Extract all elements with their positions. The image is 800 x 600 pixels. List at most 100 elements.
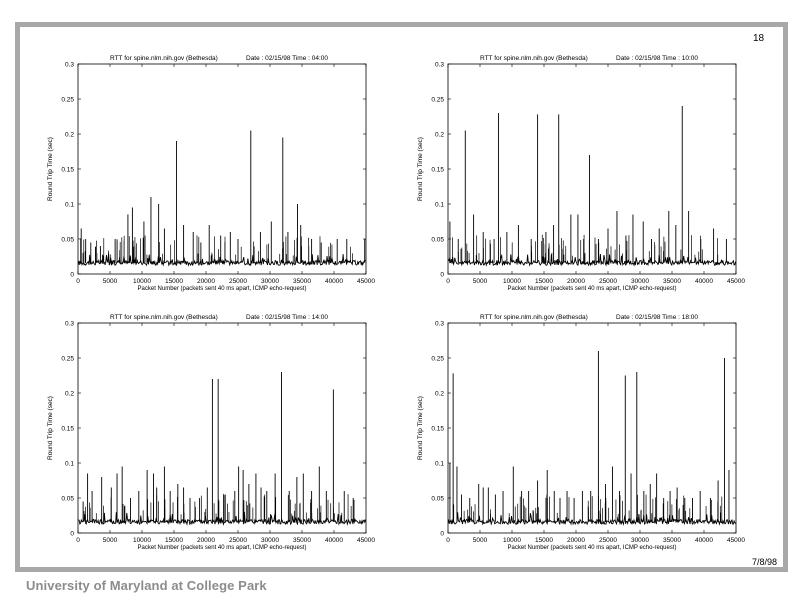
rtt-baseline-trace — [78, 511, 366, 526]
y-tick-label: 0.05 — [431, 237, 444, 244]
chart-date-time: Date : 02/15/98 Time : 10:00 — [616, 55, 698, 62]
rtt-chart-0400: RTT for spine.nlm.nih.gov (Bethesda) Date… — [30, 52, 390, 312]
y-tick-label: 0.3 — [435, 62, 444, 69]
y-axis-label: Round Trip Time (sec) — [417, 396, 424, 460]
y-tick-label: 0 — [70, 531, 74, 538]
y-tick-label: 0 — [440, 531, 444, 538]
y-tick-label: 0.05 — [61, 237, 74, 244]
x-tick-label: 20000 — [567, 537, 585, 544]
x-axis-label: Packet Number (packets sent 40 ms apart,… — [508, 545, 677, 551]
x-tick-label: 0 — [76, 278, 80, 285]
x-tick-label: 15000 — [535, 537, 553, 544]
x-tick-label: 10000 — [503, 278, 521, 285]
y-tick-label: 0.2 — [435, 391, 444, 398]
x-tick-label: 10000 — [133, 278, 151, 285]
y-tick-label: 0.2 — [435, 132, 444, 139]
page-number: 18 — [753, 33, 765, 44]
x-tick-label: 0 — [446, 278, 450, 285]
x-tick-label: 5000 — [103, 278, 118, 285]
x-tick-label: 40000 — [695, 278, 713, 285]
x-tick-label: 5000 — [103, 537, 118, 544]
footer-institution: University of Maryland at College Park — [26, 578, 267, 593]
x-tick-label: 35000 — [293, 537, 311, 544]
y-tick-label: 0.05 — [431, 496, 444, 503]
rtt-minor-spikes — [452, 234, 719, 263]
chart-title: RTT for spine.nlm.nih.gov (Bethesda) — [110, 314, 218, 321]
rtt-chart-1000-svg: RTT for spine.nlm.nih.gov (Bethesda) Date… — [417, 55, 745, 292]
x-tick-label: 25000 — [229, 537, 247, 544]
x-tick-label: 20000 — [567, 278, 585, 285]
x-tick-label: 25000 — [599, 537, 617, 544]
rtt-chart-1000: RTT for spine.nlm.nih.gov (Bethesda) Date… — [400, 52, 760, 312]
x-tick-label: 35000 — [663, 278, 681, 285]
x-tick-label: 35000 — [663, 537, 681, 544]
y-tick-label: 0.15 — [61, 426, 74, 433]
chart-date-time: Date : 02/15/98 Time : 04:00 — [246, 55, 328, 62]
rtt-chart-1800: RTT for spine.nlm.nih.gov (Bethesda) Date… — [400, 311, 760, 571]
y-tick-label: 0.3 — [65, 321, 74, 328]
y-tick-label: 0.2 — [65, 391, 74, 398]
slide-date: 7/8/98 — [752, 557, 778, 567]
y-axis-label: Round Trip Time (sec) — [47, 137, 54, 201]
x-axis-label: Packet Number (packets sent 40 ms apart,… — [138, 286, 307, 292]
plot-frame — [77, 63, 367, 275]
x-tick-label: 25000 — [599, 278, 617, 285]
x-tick-label: 10000 — [503, 537, 521, 544]
y-tick-label: 0.15 — [431, 167, 444, 174]
slide-frame — [15, 22, 788, 572]
plot-frame — [447, 63, 737, 275]
x-tick-label: 20000 — [197, 537, 215, 544]
y-tick-label: 0.15 — [431, 426, 444, 433]
x-tick-label: 20000 — [197, 278, 215, 285]
chart-date-time: Date : 02/15/98 Time : 18:00 — [616, 314, 698, 321]
x-tick-label: 30000 — [261, 537, 279, 544]
y-tick-label: 0.1 — [435, 202, 444, 209]
x-tick-label: 45000 — [727, 278, 745, 285]
rtt-minor-spikes — [453, 494, 723, 522]
x-tick-label: 15000 — [165, 278, 183, 285]
x-tick-label: 40000 — [325, 278, 343, 285]
x-tick-label: 0 — [76, 537, 80, 544]
x-tick-label: 45000 — [727, 537, 745, 544]
x-tick-label: 45000 — [357, 537, 375, 544]
y-tick-label: 0.05 — [61, 496, 74, 503]
y-tick-label: 0.1 — [65, 461, 74, 468]
y-tick-label: 0.25 — [61, 356, 74, 363]
x-tick-label: 30000 — [631, 278, 649, 285]
x-tick-label: 15000 — [535, 278, 553, 285]
chart-title: RTT for spine.nlm.nih.gov (Bethesda) — [480, 55, 588, 62]
x-tick-label: 10000 — [133, 537, 151, 544]
y-tick-label: 0.2 — [65, 132, 74, 139]
rtt-minor-spikes — [83, 493, 355, 522]
y-axis-label: Round Trip Time (sec) — [417, 137, 424, 201]
x-tick-label: 5000 — [473, 278, 488, 285]
y-tick-label: 0.25 — [431, 97, 444, 104]
x-tick-label: 30000 — [631, 537, 649, 544]
y-axis-label: Round Trip Time (sec) — [47, 396, 54, 460]
x-tick-label: 15000 — [165, 537, 183, 544]
x-tick-label: 25000 — [229, 278, 247, 285]
y-tick-label: 0.1 — [65, 202, 74, 209]
chart-date-time: Date : 02/15/98 Time : 14:00 — [246, 314, 328, 321]
y-tick-label: 0.25 — [61, 97, 74, 104]
x-tick-label: 0 — [446, 537, 450, 544]
rtt-baseline-trace — [78, 253, 366, 267]
x-axis-label: Packet Number (packets sent 40 ms apart,… — [508, 286, 677, 292]
x-tick-label: 40000 — [325, 537, 343, 544]
y-tick-label: 0 — [440, 272, 444, 279]
x-tick-label: 5000 — [473, 537, 488, 544]
rtt-baseline-trace — [448, 253, 736, 267]
x-tick-label: 45000 — [357, 278, 375, 285]
rtt-chart-0400-svg: RTT for spine.nlm.nih.gov (Bethesda) Date… — [47, 55, 375, 292]
y-tick-label: 0.3 — [65, 62, 74, 69]
rtt-chart-1400: RTT for spine.nlm.nih.gov (Bethesda) Date… — [30, 311, 390, 571]
rtt-chart-1800-svg: RTT for spine.nlm.nih.gov (Bethesda) Date… — [417, 314, 745, 551]
x-tick-label: 40000 — [695, 537, 713, 544]
rtt-chart-1400-svg: RTT for spine.nlm.nih.gov (Bethesda) Date… — [47, 314, 375, 551]
x-tick-label: 35000 — [293, 278, 311, 285]
x-tick-label: 30000 — [261, 278, 279, 285]
chart-title: RTT for spine.nlm.nih.gov (Bethesda) — [110, 55, 218, 62]
y-tick-label: 0.1 — [435, 461, 444, 468]
y-tick-label: 0.3 — [435, 321, 444, 328]
rtt-minor-spikes — [80, 235, 353, 263]
